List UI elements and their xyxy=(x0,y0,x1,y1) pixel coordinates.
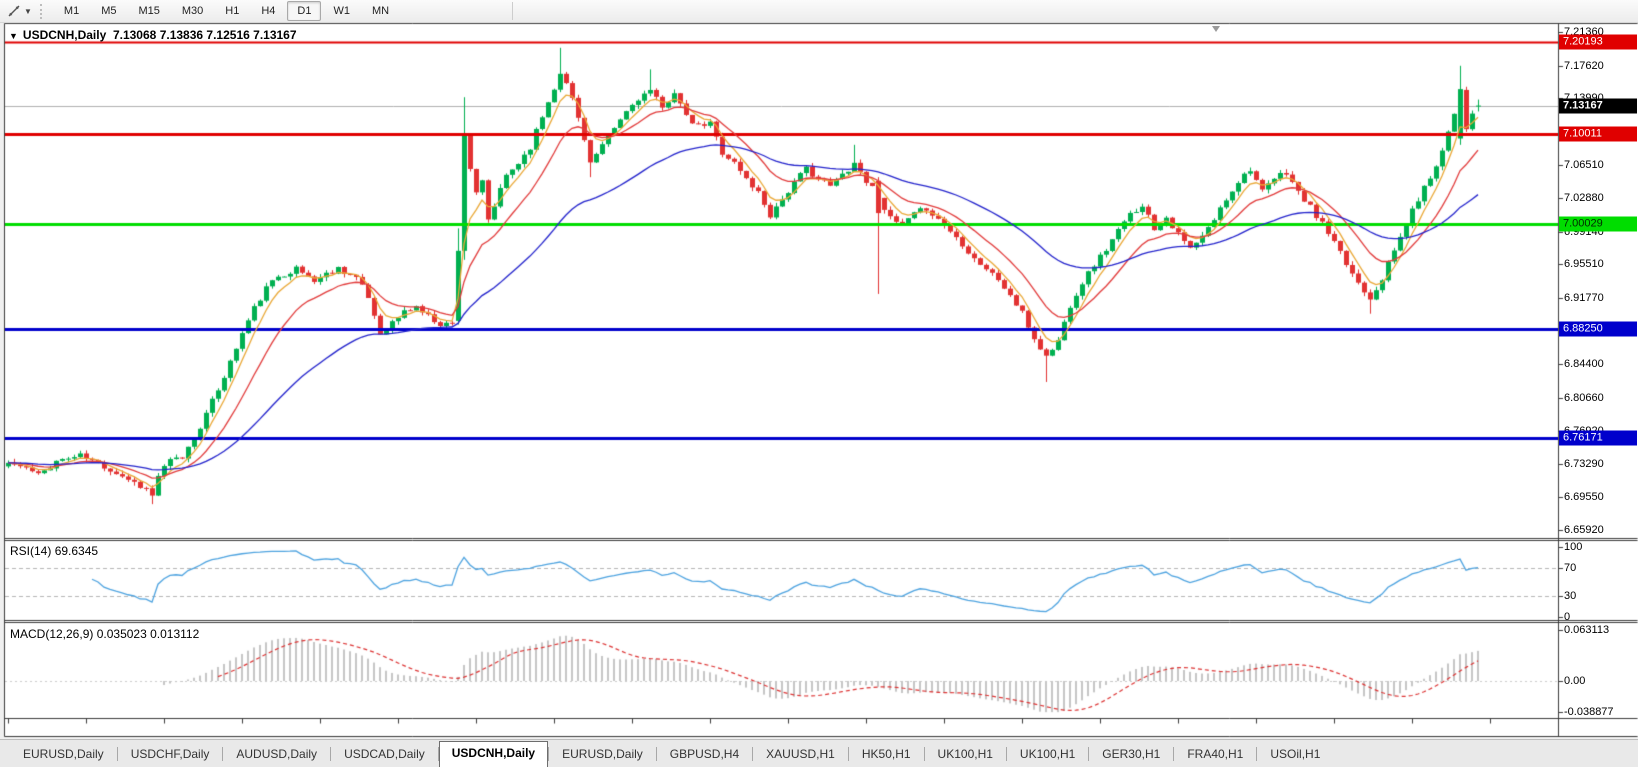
tab-separator xyxy=(1088,747,1090,761)
tab-separator xyxy=(330,747,332,761)
tab-usdcnh-daily[interactable]: USDCNH,Daily xyxy=(438,741,549,767)
macd-tick-label: 0.00 xyxy=(1564,675,1586,687)
tab-eurusd-daily[interactable]: EURUSD,Daily xyxy=(562,747,643,761)
price-tick-label: 6.73290 xyxy=(1564,457,1604,470)
tab-uk100-h1[interactable]: UK100,H1 xyxy=(1019,747,1076,761)
macd-values: 0.035023 0.013112 xyxy=(96,627,200,641)
toolbar-separator xyxy=(512,2,514,20)
tab-separator xyxy=(116,747,118,761)
tf-button-h4[interactable]: H4 xyxy=(261,5,276,17)
price-tick-label: 6.69550 xyxy=(1564,491,1604,504)
price-level-badge: 7.20193 xyxy=(1559,34,1637,50)
rsi-value: 69.6345 xyxy=(54,544,99,558)
tab-fra40-h1[interactable]: FRA40,H1 xyxy=(1187,747,1244,761)
tab-hk50-h1[interactable]: HK50,H1 xyxy=(861,747,911,761)
price-tick-label: 6.95510 xyxy=(1564,258,1604,271)
rsi-tick-label: 30 xyxy=(1564,590,1577,602)
tab-separator xyxy=(548,747,550,761)
dropdown-arrow-icon[interactable]: ▼ xyxy=(24,6,32,16)
price-tick-label: 7.17620 xyxy=(1564,59,1604,72)
tab-xauusd-h1[interactable]: XAUUSD,H1 xyxy=(766,747,835,761)
tab-usdcad-daily[interactable]: USDCAD,Daily xyxy=(344,747,425,761)
tab-uk100-h1[interactable]: UK100,H1 xyxy=(937,747,993,761)
tab-usdchf-daily[interactable]: USDCHF,Daily xyxy=(130,747,210,761)
price-tick-label: 6.84400 xyxy=(1564,358,1604,370)
tf-button-m1[interactable]: M1 xyxy=(63,5,80,17)
tab-usoil-h1[interactable]: USOil,H1 xyxy=(1270,747,1321,761)
tab-separator xyxy=(1005,747,1007,761)
toolbar-grip xyxy=(39,3,45,19)
tf-button-h1[interactable]: H1 xyxy=(225,5,240,17)
tab-separator xyxy=(655,747,657,761)
ohlc-open: 7.13068 xyxy=(112,28,157,42)
price-level-badge: 7.00029 xyxy=(1559,216,1637,232)
current-price-badge: 7.13167 xyxy=(1559,98,1637,114)
macd-label: MACD(12,26,9) 0.035023 0.013112 xyxy=(10,627,200,641)
chart-tabs: EURUSD,Daily USDCHF,Daily AUDUSD,Daily USDC… xyxy=(0,739,1638,767)
rsi-tick-label: 70 xyxy=(1564,562,1577,574)
tf-button-m15[interactable]: M15 xyxy=(138,5,160,17)
tab-ger30-h1[interactable]: GER30,H1 xyxy=(1102,747,1161,761)
tab-separator xyxy=(1256,747,1258,761)
price-level-badge: 6.88250 xyxy=(1559,321,1637,337)
price-tick-label: 6.80660 xyxy=(1564,391,1604,404)
tab-separator xyxy=(437,747,439,761)
chart-toolbar: ▼ M1 M5 M15 M30 H1 H4 D1 W1 MN xyxy=(0,0,1638,23)
tf-button-m5[interactable]: M5 xyxy=(101,5,117,17)
price-tick-label: 6.91770 xyxy=(1564,291,1604,304)
price-tick-label: 6.65920 xyxy=(1564,524,1604,536)
macd-tick-label: -0.038877 xyxy=(1564,706,1614,719)
chart-shift-marker[interactable] xyxy=(1212,26,1220,32)
tab-separator xyxy=(1173,747,1175,761)
tab-separator xyxy=(847,747,849,761)
chart-symbol-period: USDCNH,Daily xyxy=(22,28,107,42)
rsi-tick-label: 0 xyxy=(1564,611,1571,623)
macd-tick-label: 0.063113 xyxy=(1564,624,1610,637)
tab-separator xyxy=(222,747,224,761)
tab-separator xyxy=(923,747,925,761)
crosshair-tool-icon[interactable] xyxy=(5,2,23,20)
tab-eurusd-daily[interactable]: EURUSD,Daily xyxy=(23,747,104,761)
price-tick-label: 7.06510 xyxy=(1564,159,1604,172)
tab-separator xyxy=(752,747,754,761)
rsi-tick-label: 100 xyxy=(1564,541,1583,553)
ohlc-high: 7.13836 xyxy=(159,28,204,42)
tab-audusd-daily[interactable]: AUDUSD,Daily xyxy=(236,747,318,761)
price-level-badge: 6.76171 xyxy=(1559,430,1637,446)
rsi-label: RSI(14) 69.6345 xyxy=(10,544,99,558)
price-level-badge: 7.10011 xyxy=(1559,126,1637,142)
price-tick-label: 7.02880 xyxy=(1564,192,1604,204)
timeframe-buttons: M1 M5 M15 M30 H1 H4 D1 W1 MN xyxy=(53,1,400,21)
tf-button-m30[interactable]: M30 xyxy=(181,5,204,17)
tf-button-mn[interactable]: MN xyxy=(371,5,390,17)
ohlc-close: 7.13167 xyxy=(253,28,297,42)
ohlc-low: 7.12516 xyxy=(206,28,250,42)
tab-gbpusd-h4[interactable]: GBPUSD,H4 xyxy=(669,747,740,761)
chart-title: ▼ USDCNH,Daily 7.13068 7.13836 7.12516 7.… xyxy=(9,28,297,42)
tf-button-d1[interactable]: D1 xyxy=(287,1,322,21)
chart-collapse-arrow[interactable]: ▼ xyxy=(9,31,18,41)
tf-button-w1[interactable]: W1 xyxy=(333,5,350,17)
